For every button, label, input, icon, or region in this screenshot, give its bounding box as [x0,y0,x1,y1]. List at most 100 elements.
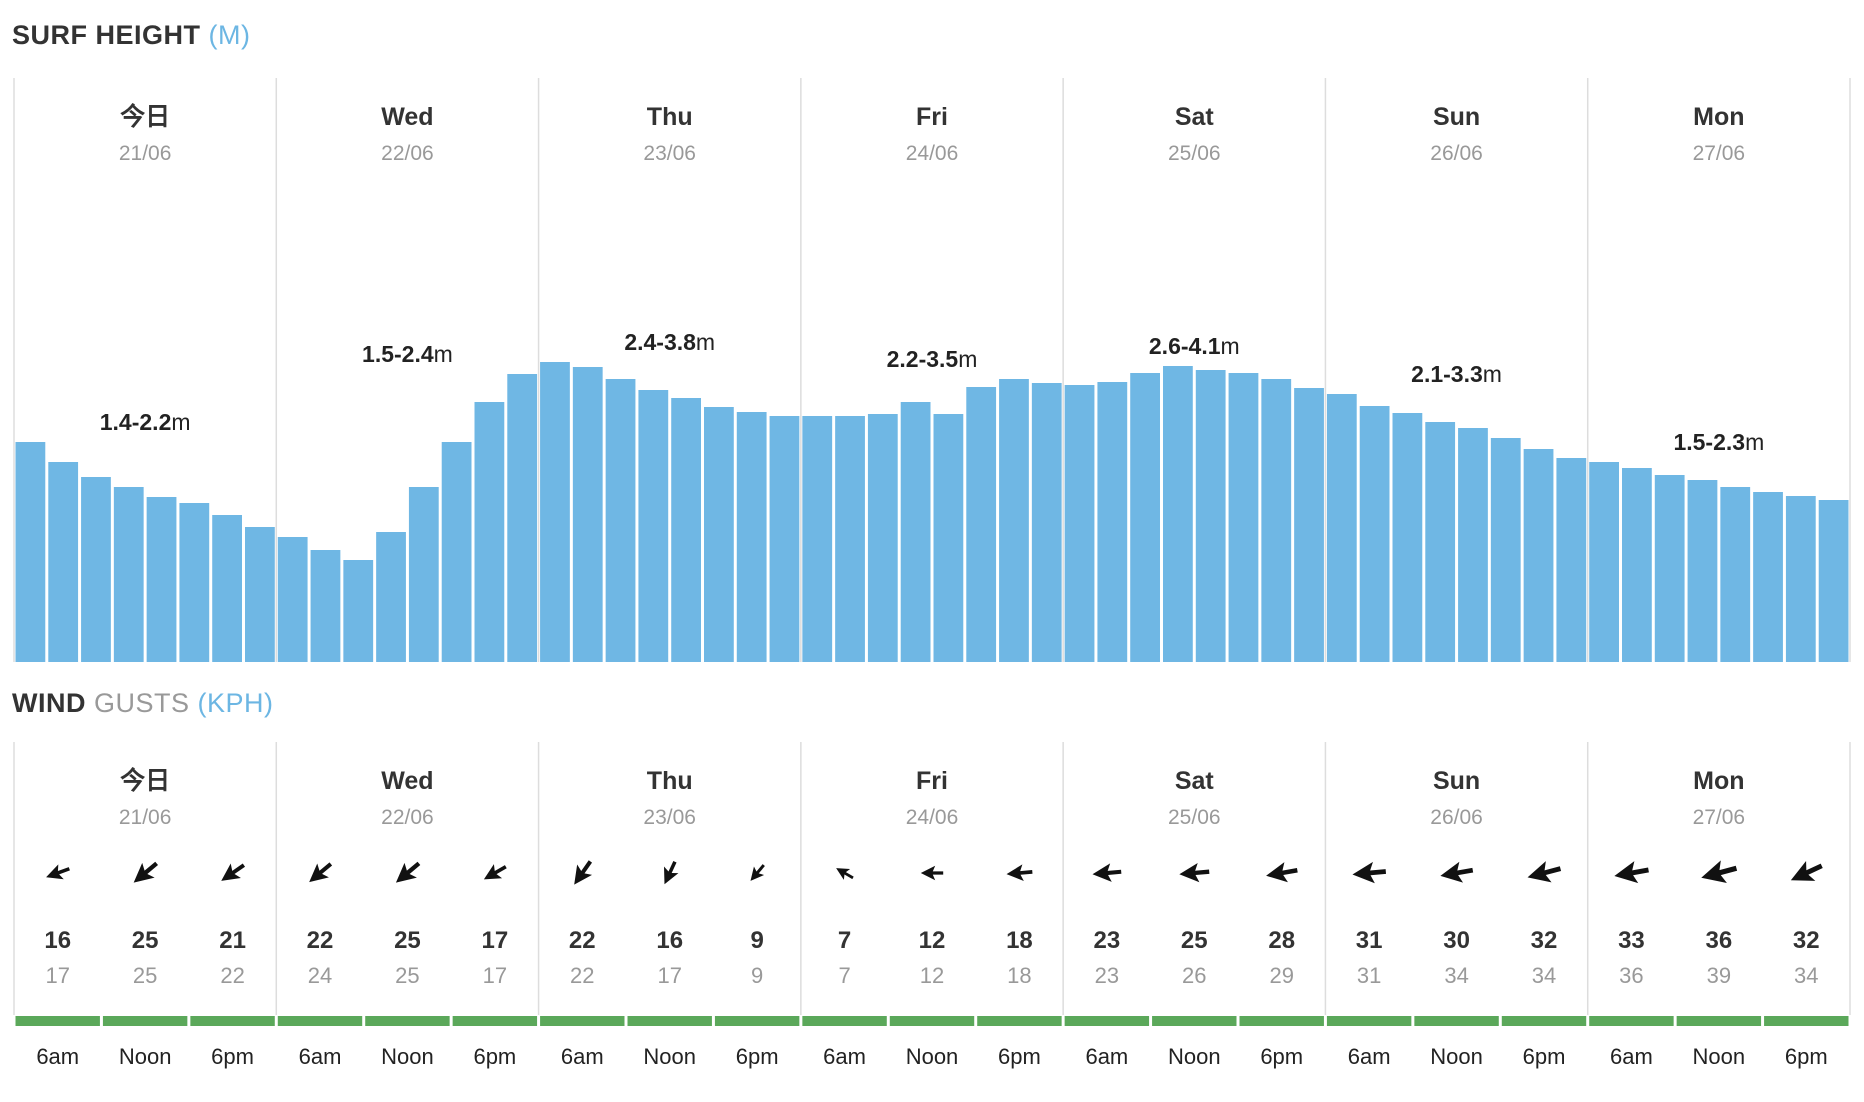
wind-day-name: Sat [1175,767,1215,795]
surf-day-date: 21/06 [119,142,172,165]
arrow-shape [133,861,159,883]
wind-direction-arrow-icon [395,861,421,883]
wind-day-date: 27/06 [1693,806,1746,829]
wind-condition-bar [1064,1016,1150,1026]
wind-condition-bar [1501,1016,1587,1026]
surf-bar [179,503,210,662]
arrow-shape [1092,863,1122,882]
wind-gust-value: 22 [570,963,594,988]
arrow-shape [750,864,765,881]
surf-bar [1753,492,1783,662]
wind-gust-value: 22 [220,963,244,988]
gusts-label: GUSTS [94,688,190,718]
surf-bar [1818,500,1849,662]
time-label: Noon [1430,1044,1483,1069]
wind-direction-arrow-icon [1006,864,1033,881]
time-label: 6pm [1785,1044,1828,1069]
arrow-shape [309,862,333,883]
surf-bar [835,416,865,662]
wind-speed-value: 25 [132,927,159,954]
wind-day-name: Thu [647,767,693,795]
surf-bar [605,379,636,662]
surf-bar [1589,462,1619,662]
time-label: Noon [381,1044,434,1069]
wind-direction-arrow-icon [1266,862,1298,883]
wind-direction-arrow-icon [133,861,159,883]
wind-direction-arrow-icon [1440,861,1474,883]
wind-gust-value: 12 [920,963,944,988]
wind-direction-arrow-icon [483,864,507,880]
wind-gust-value: 18 [1007,963,1031,988]
surf-range-label: 2.6-4.1m [1149,333,1240,359]
surf-bar [1031,383,1062,662]
surf-range-unit: m [434,341,453,367]
wind-day-date: 25/06 [1168,806,1221,829]
arrow-shape [1701,860,1738,883]
surf-bar [540,362,570,662]
time-label: 6am [1085,1044,1128,1069]
wind-condition-bar [1764,1016,1849,1026]
wind-gust-value: 23 [1095,963,1119,988]
surf-bar [1064,385,1095,662]
wind-direction-arrow-icon [221,863,246,881]
wind-direction-arrow-icon [750,864,765,881]
surf-bar [376,532,406,662]
wind-condition-bar [452,1016,538,1026]
surf-bar [277,537,308,662]
surf-bar [245,527,275,662]
surf-bar [507,374,538,662]
surf-bar [1261,379,1292,662]
surf-range-label: 1.5-2.3m [1673,429,1764,455]
surf-bar [1687,480,1718,662]
surf-bar [1195,370,1226,662]
time-label: Noon [1168,1044,1221,1069]
wind-speed-value: 28 [1268,927,1295,954]
wind-gust-value: 17 [483,963,507,988]
surf-bar [933,414,964,662]
wind-speed-value: 18 [1006,927,1033,954]
surf-range-value: 1.5-2.4 [362,341,434,367]
surf-range-unit: m [1221,333,1240,359]
arrow-shape [1614,861,1649,884]
wind-speed-value: 25 [394,927,421,954]
wind-condition-bar [365,1016,450,1026]
wind-direction-arrow-icon [664,861,679,885]
surf-range-label: 2.1-3.3m [1411,361,1502,387]
time-label: 6am [36,1044,79,1069]
surf-range-unit: m [1745,429,1764,455]
wind-day-name: Mon [1693,767,1744,795]
wind-condition-bar [540,1016,625,1026]
surf-bar [1785,496,1816,662]
surf-range-unit: m [696,329,715,355]
wind-day-name: Wed [381,767,433,795]
time-label: 6pm [1523,1044,1566,1069]
surf-height-label: SURF HEIGHT [12,20,201,50]
wind-speed-value: 23 [1094,927,1121,954]
wind-speed-value: 22 [307,927,334,954]
surf-bar [408,487,439,662]
wind-day-name: 今日 [120,766,170,795]
surf-range-value: 1.4-2.2 [100,409,172,435]
wind-speed-value: 17 [482,927,509,954]
surf-bar [343,560,374,662]
wind-day-date: 21/06 [119,806,172,829]
wind-speed-value: 16 [656,927,683,954]
surf-day-name: 今日 [120,102,170,131]
surf-bar [1556,458,1587,662]
wind-condition-bar [802,1016,887,1026]
wind-direction-arrow-icon [1701,860,1738,883]
wind-direction-arrow-icon [920,865,944,881]
surf-height-unit: (M) [208,20,251,50]
wind-day-date: 22/06 [381,806,434,829]
wind-gust-value: 25 [133,963,157,988]
wind-gust-value: 39 [1707,963,1731,988]
surf-height-title: SURF HEIGHT (M) [12,20,251,51]
time-label: 6pm [998,1044,1041,1069]
surf-day-name: Sun [1433,103,1480,131]
surf-day-name: Sat [1175,103,1215,131]
surf-bar [867,414,898,662]
wind-label: WIND [12,688,86,718]
wind-condition-bar [1414,1016,1499,1026]
wind-condition-bar [977,1016,1062,1026]
surf-bar [1523,449,1554,662]
